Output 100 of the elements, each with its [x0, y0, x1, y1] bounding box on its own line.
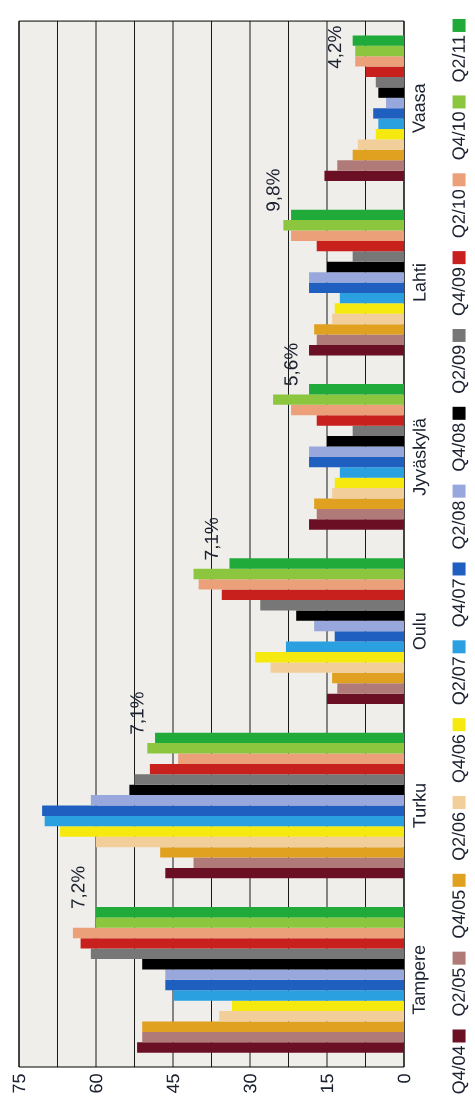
bar — [137, 1042, 404, 1053]
legend-label: Q4/07 — [451, 579, 469, 627]
legend-label: Q2/09 — [451, 345, 469, 393]
bar — [339, 292, 404, 304]
bar — [332, 313, 404, 325]
bar — [283, 220, 404, 231]
bar — [316, 415, 404, 426]
bar — [316, 240, 404, 252]
bar — [165, 867, 404, 879]
legend-label: Q4/08 — [451, 423, 469, 471]
bar — [134, 774, 404, 785]
bar — [42, 805, 404, 816]
legend-label: Q2/11 — [451, 35, 469, 82]
legend-label: Q4/04 — [451, 1046, 469, 1094]
bar — [44, 815, 404, 827]
legend-label: Q2/05 — [451, 968, 469, 1016]
y-tick-label: Lahti — [412, 264, 426, 301]
x-tick-label: 0 — [397, 1074, 411, 1083]
bar — [285, 641, 404, 653]
bar — [291, 404, 404, 416]
bar — [90, 795, 404, 806]
legend-label: Q2/07 — [451, 657, 469, 705]
legend-label: Q4/10 — [451, 112, 469, 160]
legend-label: Q4/09 — [451, 267, 469, 316]
bar — [332, 488, 404, 499]
annotation: 7,1% — [204, 517, 221, 560]
bar — [314, 620, 404, 632]
bar — [72, 927, 404, 939]
bar — [309, 519, 404, 530]
bar — [219, 1011, 404, 1022]
bar — [375, 129, 404, 140]
bar — [355, 56, 404, 67]
annotation: 7,2% — [71, 866, 87, 909]
bar — [80, 938, 404, 949]
annotation: 7,1% — [130, 692, 146, 734]
bar — [173, 990, 404, 1001]
legend-label: Q2/10 — [451, 189, 469, 238]
bar — [160, 847, 404, 858]
bar — [314, 324, 404, 335]
bar — [332, 672, 404, 684]
bar — [142, 1021, 404, 1032]
bar — [373, 108, 404, 119]
bar — [96, 917, 404, 928]
legend-label: Q2/08 — [451, 501, 469, 549]
bar — [260, 599, 404, 611]
legend-label: Q4/05 — [451, 890, 469, 938]
bar — [324, 170, 404, 182]
bar — [309, 282, 404, 293]
bar — [193, 857, 404, 868]
bar — [90, 948, 404, 960]
bar — [229, 558, 404, 569]
bar — [309, 345, 404, 356]
bar — [255, 652, 404, 663]
bar — [334, 631, 404, 642]
x-tick-label: 75 — [12, 1074, 26, 1093]
bar — [316, 334, 404, 345]
bar — [327, 693, 404, 705]
bar — [193, 568, 404, 580]
bar — [96, 836, 404, 848]
annotation: 5,6% — [284, 343, 300, 386]
annotation: 4,2% — [327, 26, 344, 69]
bar — [357, 139, 404, 150]
y-tick-label: Jyväskylä — [412, 418, 430, 496]
x-tick-label: 45 — [166, 1074, 180, 1094]
bar — [339, 467, 404, 478]
bar — [96, 906, 404, 918]
x-tick-label: 15 — [320, 1074, 334, 1093]
y-tick-label: Tampere — [412, 945, 429, 1015]
bar — [352, 149, 404, 161]
bar — [60, 826, 404, 837]
bar — [309, 456, 404, 468]
bar — [142, 1031, 404, 1043]
bar — [309, 446, 404, 457]
bar — [270, 662, 404, 673]
bar — [291, 209, 404, 221]
bar — [337, 160, 404, 171]
bar — [378, 118, 404, 130]
bar — [221, 589, 404, 600]
bar — [309, 272, 404, 283]
legend-label: Q4/06 — [451, 734, 469, 783]
bar — [232, 1000, 404, 1012]
y-tick-label: Vaasa — [412, 83, 426, 133]
bar — [334, 303, 404, 314]
bar — [291, 230, 404, 241]
bar — [352, 425, 404, 437]
bar — [365, 66, 404, 78]
x-tick-label: 60 — [89, 1074, 103, 1093]
bar — [165, 979, 404, 991]
bar — [309, 384, 404, 395]
bar — [178, 753, 404, 764]
bar — [337, 683, 404, 694]
x-tick-label: 30 — [243, 1074, 257, 1093]
bar — [273, 394, 404, 405]
bar — [334, 477, 404, 489]
bar — [314, 498, 404, 509]
y-tick-label: Oulu — [412, 613, 426, 650]
bar — [147, 743, 404, 754]
bar — [316, 508, 404, 520]
bar — [149, 763, 404, 775]
bar — [352, 251, 404, 262]
